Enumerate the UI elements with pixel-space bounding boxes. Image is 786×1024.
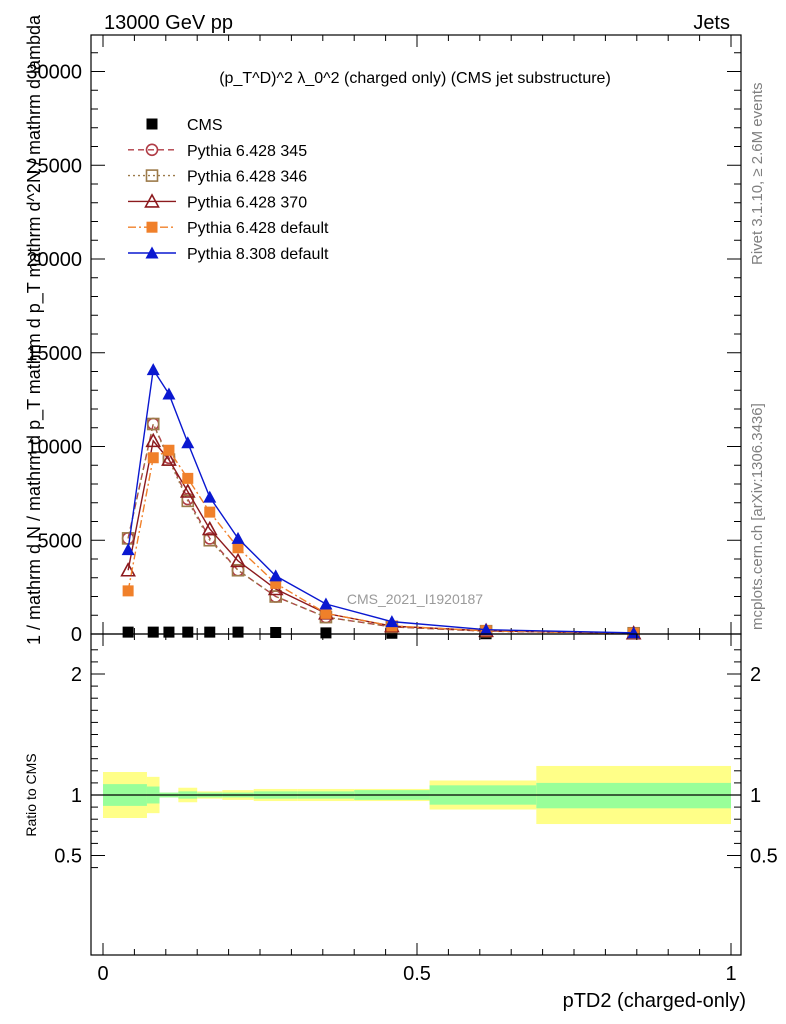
x-tick-label: 0.5 (403, 963, 431, 985)
data-point-cms (163, 626, 175, 638)
data-point-pythia-6-428-370 (230, 552, 246, 568)
main-plot-title: (p_T^D)^2 λ_0^2 (charged only) (CMS jet … (219, 70, 611, 87)
data-point-pythia-6-428-default (163, 444, 175, 456)
legend-label-pythia-8-308-default: Pythia 8.308 default (187, 246, 329, 263)
legend-marker-pythia-6-428-346 (145, 169, 159, 182)
main-y-axis-label: 1 / mathrm d N / mathrm d p_T mathrm d p… (24, 14, 45, 645)
main-y-tick-label: 10000 (26, 437, 82, 459)
data-point-pythia-6-428-346 (146, 417, 160, 431)
data-point-cms (386, 627, 398, 639)
x-tick-label: 0 (97, 963, 108, 985)
data-point-pythia-8-308-default (269, 569, 283, 582)
data-point-pythia-8-308-default (181, 436, 195, 449)
legend-label-pythia-6-428-default: Pythia 6.428 default (187, 220, 329, 237)
x-axis-label: pTD2 (charged-only) (563, 990, 746, 1012)
main-y-tick-label: 15000 (26, 343, 82, 365)
data-point-pythia-6-428-370 (161, 451, 177, 466)
data-point-pythia-6-428-default (320, 607, 332, 619)
data-point-pythia-6-428-default (122, 585, 134, 597)
main-y-tick-label: 0 (71, 624, 82, 646)
main-y-tick-label: 30000 (26, 62, 82, 84)
legend-marker-cms (146, 118, 158, 130)
ratio-y-tick-label-right: 2 (750, 664, 761, 686)
ratio-y-tick-label-right: 1 (750, 785, 761, 807)
data-point-pythia-8-308-default (203, 490, 217, 503)
data-point-pythia-8-308-default (231, 531, 245, 544)
stat-uncertainty-band (536, 782, 731, 809)
header-energy-label: 13000 GeV pp (104, 12, 233, 34)
data-point-pythia-6-428-default (270, 577, 282, 589)
data-point-pythia-8-308-default (319, 597, 333, 610)
data-point-cms (270, 627, 282, 638)
data-point-pythia-8-308-default (479, 623, 493, 636)
x-tick-label: 1 (725, 963, 736, 985)
legend-label-pythia-6-428-345: Pythia 6.428 345 (187, 143, 307, 160)
legend-marker-pythia-8-308-default (145, 246, 159, 259)
data-point-pythia-6-428-default (232, 542, 244, 554)
data-point-pythia-6-428-346 (269, 590, 283, 603)
data-point-pythia-6-428-370 (179, 483, 196, 498)
rivet-version-label: Rivet 3.1.10, ≥ 2.6M events (749, 83, 766, 266)
ratio-y-tick-label: 2 (71, 664, 82, 686)
data-point-pythia-6-428-default (182, 472, 194, 484)
data-point-pythia-8-308-default (385, 615, 399, 628)
header-category-label: Jets (693, 12, 730, 34)
data-point-pythia-6-428-370 (145, 432, 162, 448)
data-point-pythia-6-428-345 (146, 417, 160, 431)
legend-label-cms: CMS (187, 117, 223, 134)
data-point-cms (147, 626, 159, 638)
legend-label-pythia-6-428-370: Pythia 6.428 370 (187, 194, 307, 211)
ratio-y-tick-label: 0.5 (54, 846, 82, 868)
data-point-cms (232, 626, 244, 638)
data-point-cms (182, 626, 194, 638)
ratio-y-tick-label-right: 0.5 (750, 846, 778, 868)
ratio-y-axis-label: Ratio to CMS (23, 753, 39, 836)
data-point-pythia-8-308-default (146, 363, 160, 376)
data-point-cms (204, 626, 216, 638)
legend-marker-pythia-6-428-370 (144, 193, 160, 208)
ratio-plot: 0 0.5 1 0.5 0.5 1 1 2 2 (54, 633, 778, 985)
main-plot: 0 5000 10000 15000 20000 25000 30000 CMS Pythia … (26, 34, 742, 646)
data-point-pythia-8-308-default (162, 387, 176, 400)
data-point-pythia-6-428-default (147, 452, 159, 464)
data-point-pythia-8-308-default (121, 543, 135, 556)
main-y-tick-label: 25000 (26, 155, 82, 177)
data-point-cms (320, 627, 332, 639)
data-point-pythia-6-428-370 (201, 520, 218, 536)
legend-marker-pythia-6-428-345 (145, 143, 159, 157)
data-point-cms (122, 626, 134, 638)
mcplots-credit-label: mcplots.cern.ch [arXiv:1306.3436] (749, 403, 766, 630)
data-point-pythia-6-428-default (204, 506, 216, 518)
ratio-y-tick-label: 1 (71, 785, 82, 807)
main-y-tick-label: 20000 (26, 249, 82, 271)
analysis-watermark: CMS_2021_I1920187 (347, 591, 483, 607)
legend-marker-pythia-6-428-default (146, 221, 158, 233)
data-point-pythia-6-428-370 (120, 562, 136, 577)
data-point-pythia-6-428-346 (231, 563, 245, 577)
main-y-tick-label: 5000 (38, 530, 83, 552)
legend-label-pythia-6-428-346: Pythia 6.428 346 (187, 169, 307, 186)
